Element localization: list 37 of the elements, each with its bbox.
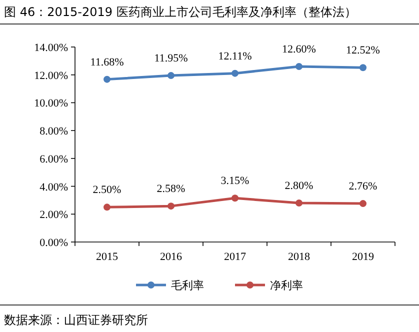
data-label: 11.68% (90, 56, 124, 68)
data-label: 2.50% (92, 184, 122, 196)
data-label: 2.58% (156, 183, 186, 196)
data-label: 12.11% (218, 50, 252, 62)
x-tick-label: 2017 (224, 251, 246, 263)
data-label: 2.76% (348, 180, 378, 193)
y-tick-label: 8.00% (40, 126, 68, 138)
y-tick-label: 4.00% (40, 181, 68, 194)
source-note: 数据来源：山西证券研究所 (4, 313, 148, 327)
data-label: 3.15% (220, 175, 250, 188)
legend-label: 毛利率 (171, 279, 204, 292)
point (104, 204, 110, 211)
point (168, 202, 174, 210)
chart-title: 图 46：2015-2019 医药商业上市公司毛利率及净利率（整体法） (4, 5, 356, 19)
point (360, 200, 366, 208)
point (296, 200, 302, 206)
y-tick-label: 2.00% (40, 209, 68, 222)
point (360, 64, 366, 72)
x-tick-label: 2018 (288, 251, 310, 263)
y-tick-label: 12.00% (34, 70, 68, 82)
point (232, 70, 238, 77)
x-tick-label: 2016 (160, 251, 182, 263)
point (168, 72, 174, 80)
point (296, 63, 302, 70)
point (232, 194, 238, 202)
y-tick-label: 10.00% (34, 98, 68, 110)
data-label: 2.80% (284, 180, 314, 192)
point (104, 76, 110, 83)
legend-label: 净利率 (270, 279, 303, 292)
data-label: 12.52% (346, 44, 380, 57)
x-tick-label: 2015 (96, 251, 118, 263)
y-tick-label: 14.00% (34, 42, 68, 54)
y-tick-label: 6.00% (40, 153, 68, 166)
y-tick-label: 0.00% (40, 237, 68, 249)
x-tick-label: 2019 (352, 251, 374, 263)
data-label: 11.95% (154, 52, 188, 65)
data-label: 12.60% (282, 44, 316, 56)
